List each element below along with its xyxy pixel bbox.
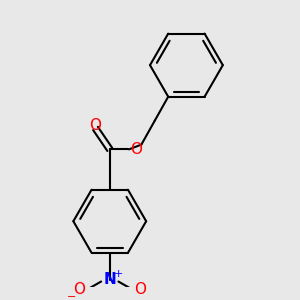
Text: N: N — [103, 272, 116, 287]
Text: O: O — [134, 282, 146, 297]
Text: −: − — [67, 292, 76, 300]
Text: +: + — [114, 269, 123, 279]
Text: O: O — [89, 118, 101, 133]
Text: O: O — [130, 142, 142, 157]
Text: O: O — [73, 282, 85, 297]
